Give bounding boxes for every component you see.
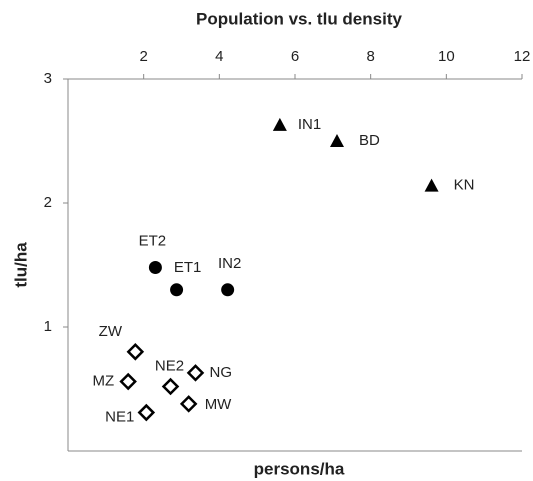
point-label: MW bbox=[205, 396, 232, 413]
point bbox=[170, 283, 184, 297]
y-axis-label: tlu/ha bbox=[11, 242, 30, 288]
point-label: NG bbox=[209, 364, 232, 381]
point bbox=[119, 372, 137, 391]
point-label: MZ bbox=[92, 373, 114, 390]
x-tick-label: 6 bbox=[291, 48, 299, 65]
point-label: BD bbox=[359, 132, 380, 149]
point bbox=[126, 343, 145, 361]
point bbox=[148, 260, 162, 274]
x-axis-label: persons/ha bbox=[254, 459, 345, 478]
point-label: NE2 bbox=[155, 357, 184, 374]
chart-title: Population vs. tlu density bbox=[196, 9, 402, 28]
x-tick-label: 10 bbox=[438, 48, 455, 65]
point bbox=[272, 117, 287, 131]
y-tick-label: 3 bbox=[44, 70, 52, 87]
point bbox=[186, 364, 205, 382]
point-label: ET2 bbox=[139, 232, 167, 249]
point bbox=[329, 134, 344, 147]
x-tick-label: 12 bbox=[514, 48, 531, 65]
point bbox=[137, 403, 156, 422]
point bbox=[221, 283, 235, 297]
y-tick-label: 2 bbox=[44, 194, 52, 211]
x-tick-label: 2 bbox=[139, 48, 147, 65]
point-label: NE1 bbox=[105, 409, 134, 426]
point-label: ZW bbox=[99, 323, 123, 340]
y-tick-label: 1 bbox=[44, 318, 52, 335]
x-tick-label: 8 bbox=[366, 48, 374, 65]
point-label: IN1 bbox=[298, 116, 321, 133]
point-label: KN bbox=[454, 177, 475, 194]
point bbox=[179, 395, 198, 413]
point bbox=[424, 178, 439, 192]
x-tick-label: 4 bbox=[215, 48, 223, 65]
point-label: IN2 bbox=[218, 255, 241, 272]
point-label: ET1 bbox=[174, 259, 202, 276]
point bbox=[161, 377, 180, 396]
